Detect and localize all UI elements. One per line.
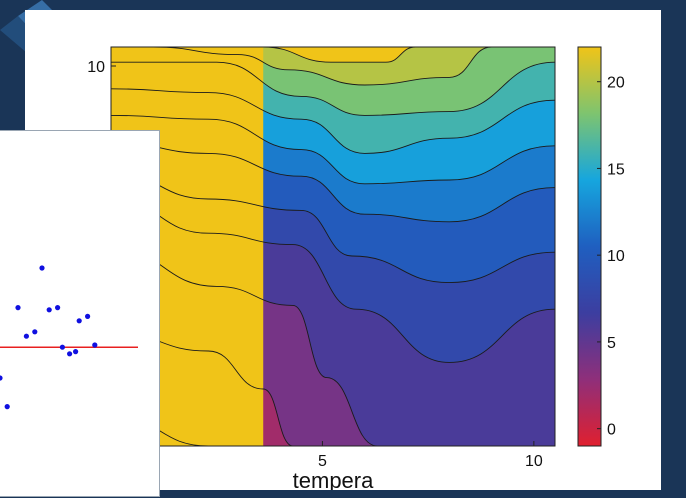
scatter-point (4, 404, 10, 410)
x-tick-label: 5 (318, 453, 327, 470)
scatter-point (59, 344, 65, 350)
colorbar-tick-label: 20 (607, 75, 625, 92)
colorbar-tick-label: 15 (607, 161, 625, 178)
scatter-chart (0, 265, 138, 410)
scatter-point (32, 329, 38, 335)
scatter-point (15, 305, 21, 311)
colorbar-tick-label: 10 (607, 248, 625, 265)
contour-line-10 (153, 47, 492, 86)
colorbar-tick-label: 0 (607, 422, 616, 439)
scatter-point (55, 305, 61, 311)
x-tick-label: 10 (525, 453, 543, 470)
scatter-point (76, 318, 82, 324)
colorbar (577, 46, 602, 447)
contour-line-6 (111, 141, 555, 223)
contour-chart: 5 10 10 tempera 0 5 10 15 20 (87, 46, 625, 490)
contour-bands (111, 47, 555, 446)
scatter-point (46, 307, 52, 313)
y-tick-label: 10 (87, 59, 105, 76)
contour-line-5 (111, 171, 555, 284)
contour-line-11 (263, 47, 416, 63)
contour-line-9 (111, 61, 555, 116)
scatter-point (85, 313, 91, 319)
scatter-point (0, 375, 3, 381)
scatter-point (92, 342, 98, 348)
contour-line-7 (111, 114, 555, 185)
scatter-point (39, 265, 45, 271)
x-axis-label: tempera (293, 468, 374, 490)
scatter-plot-panel (0, 130, 160, 497)
colorbar-tick-label: 5 (607, 335, 616, 352)
contour-line-4 (111, 198, 555, 363)
contour-line-8 (111, 88, 555, 154)
contour-line-3 (111, 247, 378, 446)
scatter-point (23, 333, 29, 339)
scatter-point (73, 349, 79, 355)
contour-plot-panel: 5 10 10 tempera 0 5 10 15 20 (25, 10, 661, 490)
contour-band-11 (111, 47, 555, 446)
scatter-point (67, 351, 73, 357)
